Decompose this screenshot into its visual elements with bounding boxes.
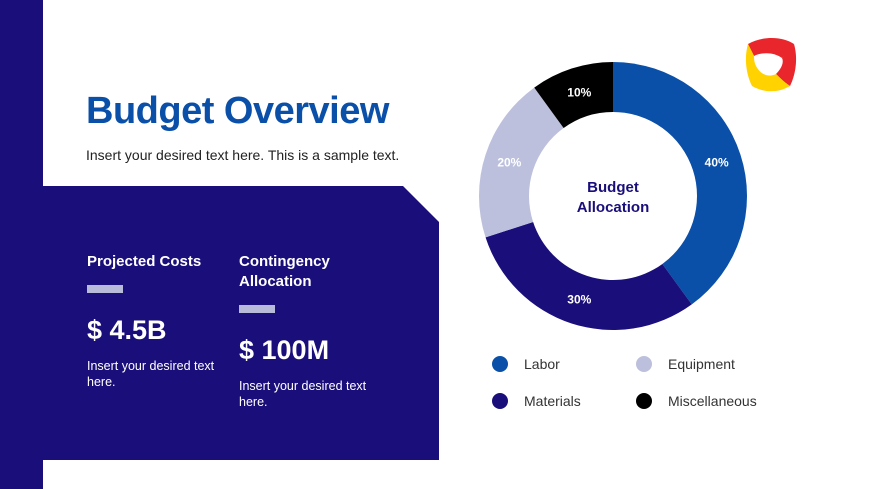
- left-accent-stripe: [0, 0, 43, 489]
- metric-note: Insert your desired text here.: [87, 359, 215, 389]
- donut-data-label: 30%: [567, 293, 591, 307]
- donut-data-label: 20%: [497, 155, 521, 169]
- legend-swatch: [636, 393, 652, 409]
- page-title: Budget Overview: [86, 90, 389, 132]
- legend-item-materials: Materials: [492, 393, 581, 409]
- metric-value: $ 100M: [239, 335, 330, 365]
- donut-center-title: Budget: [587, 179, 639, 196]
- metric-projected-costs: Projected Costs $ 4.5B Insert your desir…: [87, 252, 227, 390]
- legend-item-labor: Labor: [492, 356, 560, 372]
- legend-label: Labor: [524, 356, 560, 372]
- metric-contingency-allocation: Contingency Allocation $ 100M Insert you…: [239, 252, 379, 410]
- metrics-panel: [43, 186, 439, 460]
- donut-slice-materials: [485, 221, 692, 330]
- brand-logo: [745, 38, 797, 92]
- donut-center-title: Allocation: [577, 199, 650, 216]
- metric-note: Insert your desired text here.: [239, 379, 367, 409]
- metric-divider: [87, 285, 123, 293]
- donut-data-label: 40%: [705, 155, 729, 169]
- legend-swatch: [492, 356, 508, 372]
- legend-item-miscellaneous: Miscellaneous: [636, 393, 757, 409]
- budget-donut-chart: 40% 30% 20% 10% Budget Allocation: [479, 62, 747, 330]
- donut-data-label: 10%: [567, 85, 591, 99]
- metric-label: Contingency Allocation: [239, 253, 330, 290]
- legend-label: Equipment: [668, 356, 735, 372]
- donut-slice-miscellaneous: [534, 62, 613, 129]
- legend-label: Miscellaneous: [668, 393, 757, 409]
- metric-label: Projected Costs: [87, 253, 202, 270]
- metric-divider: [239, 305, 275, 313]
- legend-label: Materials: [524, 393, 581, 409]
- page-subtitle: Insert your desired text here. This is a…: [86, 147, 400, 163]
- metric-value: $ 4.5B: [87, 315, 167, 345]
- donut-slice-labor: [613, 62, 747, 305]
- donut-slice-equipment: [479, 87, 564, 238]
- legend-swatch: [492, 393, 508, 409]
- legend-swatch: [636, 356, 652, 372]
- legend-item-equipment: Equipment: [636, 356, 735, 372]
